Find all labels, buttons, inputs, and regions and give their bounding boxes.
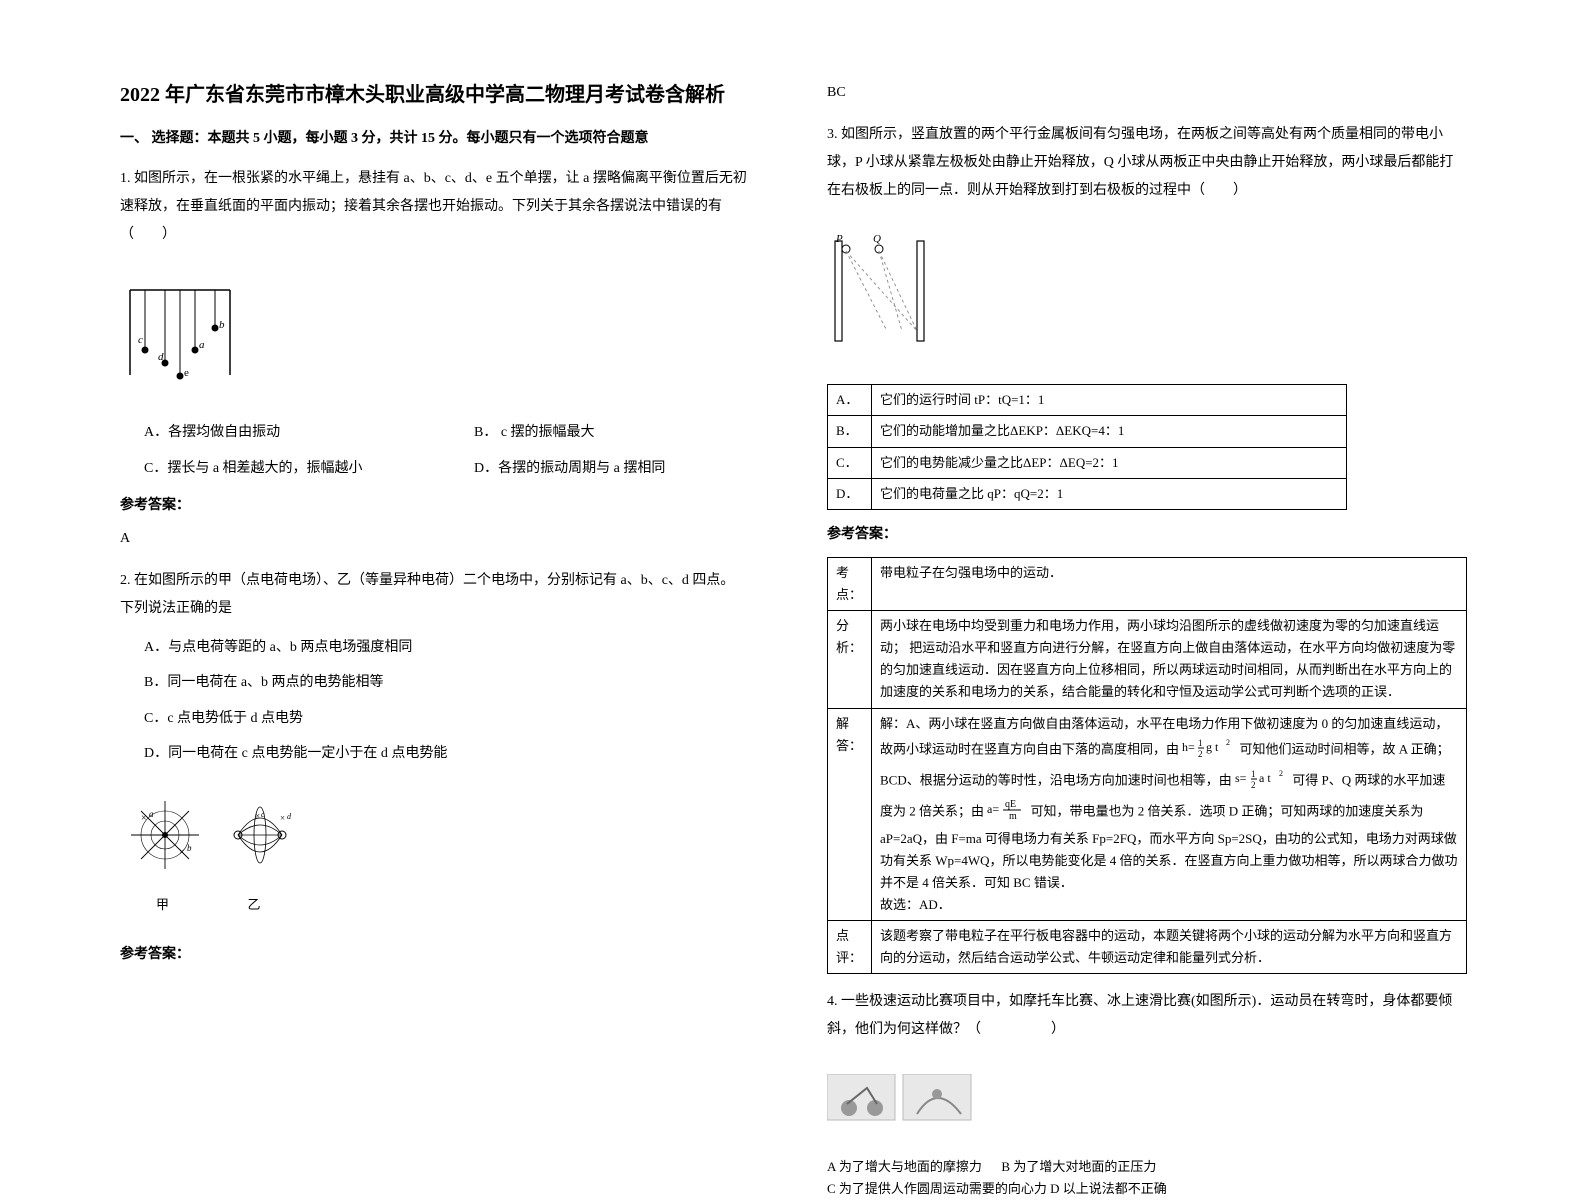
q3-rowA-label: A． [828, 385, 872, 416]
svg-text:2: 2 [1279, 769, 1283, 778]
q4-optD: D 以上说法都不正确 [1050, 1181, 1167, 1196]
jieda-p2a: BCD、根据分运动的等时性，沿电场方向加速时间也相等，由 [880, 772, 1232, 787]
q2-answer-label: 参考答案： [120, 942, 747, 967]
q3-text: 3. 如图所示，竖直放置的两个平行金属板间有匀强电场，在两板之间等高处有两个质量… [827, 121, 1467, 205]
q4-optB: B 为了增大对地面的正压力 [1001, 1159, 1156, 1174]
jieda-cell: 解：A、两小球在竖直方向做自由落体运动，水平在电场力作用下做初速度为 0 的匀加… [872, 708, 1467, 921]
svg-text:b: b [187, 843, 192, 853]
q3-solution-table: 考点： 带电粒子在匀强电场中的运动． 分析： 两小球在电场中均受到重力和电场力作… [827, 557, 1467, 975]
svg-text:c: c [261, 810, 265, 819]
dianping-text: 该题考察了带电粒子在平行板电容器中的运动，本题关键将两个小球的运动分解为水平方向… [872, 921, 1467, 974]
svg-text:2: 2 [1226, 738, 1230, 747]
q4-optC: C 为了提供人作圆周运动需要的向心力 [827, 1181, 1047, 1196]
label-jia: 甲 [156, 897, 169, 912]
formula-h: h=12g t2 [1182, 747, 1239, 762]
svg-text:d: d [287, 812, 292, 821]
question-1: 1. 如图所示，在一根张紧的水平绳上，悬挂有 a、b、c、d、e 五个单摆，让 … [120, 165, 747, 249]
q4-options: A 为了增大与地面的摩擦力 B 为了增大对地面的正压力 C 为了提供人作圆周运动… [827, 1156, 1467, 1200]
field-labels: 甲 乙 [120, 893, 320, 916]
svg-text:a=: a= [987, 802, 999, 816]
right-column: BC 3. 如图所示，竖直放置的两个平行金属板间有匀强电场，在两板之间等高处有两… [787, 80, 1487, 1082]
q1-optD: D．各摆的振动周期与 a 摆相同 [474, 456, 665, 481]
svg-text:2: 2 [1198, 749, 1203, 759]
q4-images [827, 1070, 977, 1135]
svg-text:g t: g t [1206, 740, 1219, 754]
q3-option-table: A．它们的运行时间 tP：tQ=1：1 B．它们的动能增加量之比ΔEKP：ΔEK… [827, 384, 1347, 509]
q3-rowB-label: B． [828, 416, 872, 447]
pendulum-svg: c d e a b [120, 275, 240, 385]
page-title: 2022 年广东省东莞市市樟木头职业高级中学高二物理月考试卷含解析 [120, 80, 747, 110]
q2-optB: B．同一电荷在 a、b 两点的电势能相等 [120, 670, 747, 695]
svg-text:m: m [1009, 811, 1017, 821]
svg-text:s=: s= [1235, 771, 1247, 785]
svg-text:P: P [835, 233, 843, 245]
q1-answer-label: 参考答案： [120, 493, 747, 518]
svg-text:×: × [255, 811, 260, 821]
question-2: 2. 在如图所示的甲（点电荷电场）、乙（等量异种电荷）二个电场中，分别标记有 a… [120, 567, 747, 623]
field-svg: ×a ×b ×c ×d [120, 792, 320, 882]
left-column: 2022 年广东省东莞市市樟木头职业高级中学高二物理月考试卷含解析 一、 选择题… [100, 80, 787, 1082]
plates-diagram: P Q [827, 231, 937, 360]
jieda-p3: 故选：AD． [880, 897, 951, 912]
svg-text:c: c [138, 334, 143, 346]
svg-text:×: × [179, 847, 185, 858]
jieda-p1b: 可知他们运动时间相等，故 A 正确； [1240, 741, 1450, 756]
kaodian-label: 考点： [828, 557, 872, 610]
formula-s: s=12a t2 [1235, 778, 1292, 793]
svg-text:a t: a t [1259, 771, 1271, 785]
svg-text:Q: Q [873, 233, 881, 245]
q2-answer: BC [827, 80, 1467, 105]
svg-text:e: e [184, 367, 189, 379]
q1-optC: C．摆长与 a 相差越大的，振幅越小 [144, 456, 474, 481]
label-yi: 乙 [248, 897, 261, 912]
q4-text: 4. 一些极速运动比赛项目中，如摩托车比赛、冰上速滑比赛(如图所示)．运动员在转… [827, 988, 1467, 1044]
sports-image-icon [827, 1074, 977, 1122]
svg-text:a: a [199, 339, 205, 351]
fenxi-label: 分析： [828, 611, 872, 708]
q1-answer: A [120, 526, 747, 551]
q2-optA: A．与点电荷等距的 a、b 两点电场强度相同 [120, 635, 747, 660]
q1-optA: A．各摆均做自由振动 [144, 420, 474, 445]
q3-rowA: 它们的运行时间 tP：tQ=1：1 [872, 385, 1347, 416]
formula-a: a=qEm [987, 809, 1030, 824]
q3-rowB: 它们的动能增加量之比ΔEKP：ΔEKQ=4：1 [872, 416, 1347, 447]
svg-text:×: × [141, 813, 147, 824]
svg-text:b: b [219, 319, 225, 331]
svg-text:2: 2 [1251, 780, 1256, 790]
q3-answer-label: 参考答案： [827, 522, 1467, 547]
dianping-label: 点评： [828, 921, 872, 974]
q3-rowD-label: D． [828, 478, 872, 509]
jieda-label: 解答： [828, 708, 872, 921]
svg-text:a: a [149, 809, 154, 819]
q2-optC: C．c 点电势低于 d 点电势 [120, 706, 747, 731]
section-heading: 一、 选择题：本题共 5 小题，每小题 3 分，共计 15 分。每小题只有一个选… [120, 126, 747, 151]
q2-optD: D．同一电荷在 c 点电势能一定小于在 d 点电势能 [120, 741, 747, 766]
svg-text:h=: h= [1182, 740, 1195, 754]
kaodian-text: 带电粒子在匀强电场中的运动． [872, 557, 1467, 610]
q2-options: A．与点电荷等距的 a、b 两点电场强度相同 B．同一电荷在 a、b 两点的电势… [120, 635, 747, 766]
svg-text:1: 1 [1251, 769, 1256, 779]
q4-optA: A 为了增大与地面的摩擦力 [827, 1159, 982, 1174]
svg-text:1: 1 [1198, 738, 1203, 748]
q3-rowD: 它们的电荷量之比 qP：qQ=2：1 [872, 478, 1347, 509]
question-3: 3. 如图所示，竖直放置的两个平行金属板间有匀强电场，在两板之间等高处有两个质量… [827, 121, 1467, 205]
q2-text: 2. 在如图所示的甲（点电荷电场）、乙（等量异种电荷）二个电场中，分别标记有 a… [120, 567, 747, 623]
q3-rowC-label: C． [828, 447, 872, 478]
question-4: 4. 一些极速运动比赛项目中，如摩托车比赛、冰上速滑比赛(如图所示)．运动员在转… [827, 988, 1467, 1044]
plates-svg: P Q [827, 231, 937, 351]
pendulum-diagram: c d e a b [120, 275, 240, 394]
q1-optB: B． c 摆的振幅最大 [474, 420, 595, 445]
svg-text:×: × [280, 813, 285, 823]
q1-text: 1. 如图所示，在一根张紧的水平绳上，悬挂有 a、b、c、d、e 五个单摆，让 … [120, 165, 747, 249]
svg-text:qE: qE [1005, 799, 1016, 810]
svg-text:d: d [158, 351, 164, 363]
field-diagram: ×a ×b ×c ×d 甲 乙 [120, 792, 320, 917]
q1-options: A．各摆均做自由振动 B． c 摆的振幅最大 C．摆长与 a 相差越大的，振幅越… [120, 420, 747, 480]
q3-rowC: 它们的电势能减少量之比ΔEP：ΔEQ=2：1 [872, 447, 1347, 478]
fenxi-text: 两小球在电场中均受到重力和电场力作用，两小球均沿图所示的虚线做初速度为零的匀加速… [872, 611, 1467, 708]
